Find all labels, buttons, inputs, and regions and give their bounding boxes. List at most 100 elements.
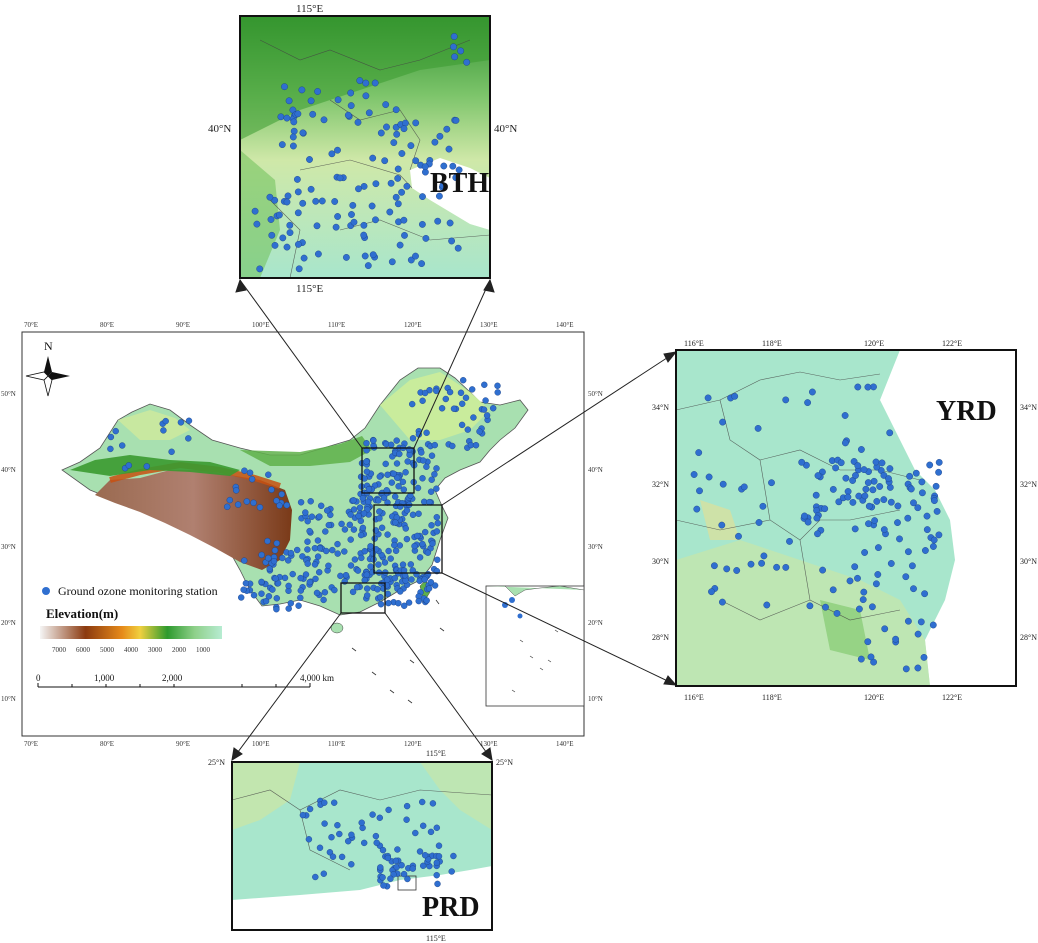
station-dot [415,510,422,517]
bth-label: BTH [430,168,489,199]
station-dot [377,864,384,871]
station-dot [407,256,415,264]
station-dot [407,561,414,568]
station-dot [320,596,327,604]
lat-tick: 10°N [1,695,16,703]
station-dot [373,839,380,846]
arrowhead-icon [481,747,493,761]
arrowhead-icon [235,278,247,293]
station-dot [414,532,421,540]
station-dot [286,229,294,237]
elev-tick: 3000 [148,646,163,654]
elev-tick: 4000 [124,646,139,654]
elev-tick: 7000 [52,646,67,654]
station-dot [426,498,433,506]
prd-boundaries [231,789,493,871]
station-dot [336,830,343,838]
station-dot [801,512,808,520]
station-dot [107,433,115,441]
station-dot [334,822,341,829]
station-dot [362,92,370,100]
station-dot [865,502,873,510]
station-dot [265,471,272,478]
scale-tick: 4,000 km [300,673,334,683]
station-dot [835,498,843,506]
station-dot [922,547,929,554]
station-dot [773,563,780,571]
yrd-lon-top: 116°E [684,339,704,348]
station-dot [287,600,294,607]
station-dot [256,265,264,273]
station-dot [392,857,400,864]
station-dot [316,569,323,576]
station-dot [935,458,943,466]
station-dot [160,427,167,434]
station-dot [401,231,408,239]
station-dot [436,132,444,140]
station-dot [404,875,411,883]
station-dot [829,485,837,493]
station-dot [451,53,458,61]
yrd-connector-bottom [441,572,677,686]
station-dot [391,575,398,582]
station-dot [241,467,248,474]
station-dot [429,540,436,547]
station-dot [394,474,401,481]
station-dot [397,588,404,595]
station-dot [359,524,367,532]
lon-tick: 140°E [556,321,574,329]
station-dot [448,237,455,245]
station-dot [873,580,880,588]
station-dot [809,388,816,396]
station-dot [393,130,401,138]
station-dot [854,462,862,469]
station-dot [846,577,854,585]
main-lat-ticks-right: 50°N 40°N 30°N 20°N 10°N [588,390,603,703]
station-dot [312,873,319,881]
scale-bar: 0 1,000 2,000 4,000 km [36,673,334,688]
station-dot [253,220,261,228]
station-dot [302,571,310,578]
station-dot [747,560,755,568]
lon-tick: 130°E [480,740,498,748]
station-dot [349,201,357,209]
station-dot [331,799,338,806]
station-dot [312,575,319,583]
station-dot [392,547,400,554]
station-dot [347,536,354,543]
station-dot [849,498,857,506]
station-dot [755,519,763,526]
station-dot [396,450,403,458]
lon-tick: 70°E [24,321,38,329]
station-dot [372,216,379,224]
station-dot [704,394,712,402]
lon-tick: 120°E [404,740,422,748]
station-dot [782,564,790,571]
station-dot [822,603,829,611]
station-dot [374,586,381,593]
station-dot [864,638,872,646]
station-dot [185,435,192,442]
station-dot [880,526,888,533]
station-dot [284,192,292,200]
station-dot [349,588,357,596]
station-dot [402,469,409,476]
lat-tick: 50°N [1,390,16,398]
station-dot [342,253,350,261]
station-dot [112,427,119,435]
station-dot [334,540,341,548]
station-dot [379,846,387,854]
station-dot [424,549,432,556]
station-dot [306,805,314,813]
station-dot [438,405,446,412]
station-dot [905,548,912,556]
station-dot [376,814,383,821]
station-dot [354,119,362,126]
station-dot [851,525,859,533]
station-dot [360,231,368,239]
station-dot [449,442,456,450]
china-landmass [61,367,529,704]
station-dot [433,872,440,879]
station-dot [371,535,378,542]
station-dot [434,217,442,225]
